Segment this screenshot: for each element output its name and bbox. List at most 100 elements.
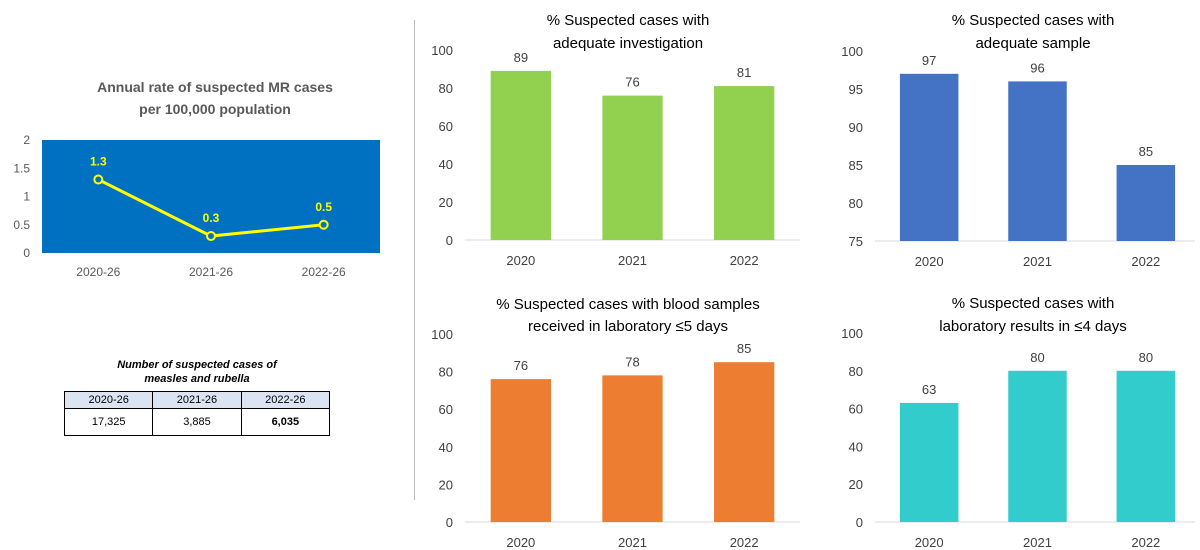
y-tick-label: 90	[849, 120, 863, 135]
y-tick-label: 1	[23, 190, 30, 204]
y-tick-label: 85	[849, 158, 863, 173]
chart-title: % Suspected cases with blood samples	[496, 296, 759, 313]
y-tick-label: 0	[856, 515, 863, 530]
x-tick-label: 2021	[618, 253, 647, 268]
bar	[899, 402, 959, 522]
x-tick-label: 2022	[730, 253, 759, 268]
data-point	[318, 219, 329, 230]
y-tick-label: 60	[439, 402, 453, 417]
data-label: 85	[737, 341, 751, 356]
y-tick-label: 1.5	[13, 161, 30, 175]
data-label: 97	[922, 53, 936, 68]
rate-line-chart: Annual rate of suspected MR cases per 100…	[13, 79, 380, 279]
suspected-cases-table: 2020-26 2021-26 2022-26 17,325 3,885 6,0…	[63, 391, 331, 436]
y-tick-label: 100	[841, 326, 863, 341]
table-row: 17,325 3,885 6,035	[63, 408, 331, 436]
y-tick-label: 80	[439, 81, 453, 96]
bar	[714, 362, 775, 522]
y-tick-label: 20	[439, 477, 453, 492]
table-header-cell: 2020-26	[63, 391, 154, 409]
table-header-row: 2020-26 2021-26 2022-26	[63, 391, 331, 409]
x-tick-label: 2020-26	[76, 265, 120, 279]
x-tick-label: 2021	[618, 535, 647, 550]
adequate-sample-bar-chart: % Suspected cases with adequate sample 75 8…	[841, 12, 1195, 269]
table-cell: 17,325	[63, 408, 154, 436]
bar	[602, 375, 663, 522]
suspected-cases-table-block: Number of suspected cases of measles and…	[62, 358, 332, 436]
table-cell: 6,035	[240, 408, 331, 436]
y-tick-label: 100	[431, 327, 453, 342]
x-tick-label: 2021-26	[189, 265, 233, 279]
x-tick-label: 2022	[1131, 254, 1160, 269]
x-tick-label: 2022	[1131, 535, 1160, 550]
data-label: 0.3	[203, 211, 220, 225]
bar	[1008, 370, 1067, 522]
y-tick-label: 0	[446, 515, 453, 530]
y-tick-label: 80	[849, 196, 863, 211]
bar	[490, 379, 551, 522]
x-tick-label: 2021	[1023, 535, 1052, 550]
table-header-cell: 2021-26	[152, 391, 242, 409]
adequate-investigation-bar-chart: % Suspected cases with adequate investiga…	[431, 12, 800, 268]
data-label: 80	[1030, 350, 1044, 365]
bar	[602, 95, 663, 240]
y-tick-label: 75	[849, 234, 863, 249]
x-tick-label: 2022	[730, 535, 759, 550]
y-tick-label: 0	[23, 246, 30, 260]
y-tick-label: 95	[849, 82, 863, 97]
bar	[1116, 165, 1176, 241]
data-label: 63	[922, 382, 936, 397]
lab-results-bar-chart: % Suspected cases with laboratory results…	[841, 295, 1195, 550]
table-cell: 3,885	[152, 408, 242, 436]
chart-title: per 100,000 population	[139, 101, 291, 117]
y-tick-label: 100	[841, 44, 863, 59]
x-tick-label: 2022-26	[302, 265, 346, 279]
y-tick-label: 60	[439, 119, 453, 134]
bar	[899, 73, 959, 241]
bar	[1008, 81, 1067, 242]
data-label: 96	[1030, 60, 1044, 75]
x-tick-label: 2020	[915, 254, 944, 269]
y-tick-label: 2	[23, 133, 30, 147]
x-tick-label: 2020	[506, 253, 535, 268]
bar	[1116, 370, 1176, 522]
chart-title: Annual rate of suspected MR cases	[97, 79, 333, 95]
bar	[714, 86, 775, 240]
y-tick-label: 40	[439, 440, 453, 455]
data-label: 1.3	[90, 155, 107, 169]
y-tick-label: 80	[439, 365, 453, 380]
data-label: 76	[514, 358, 528, 373]
table-title-line-1: Number of suspected cases of	[117, 359, 277, 371]
x-tick-label: 2021	[1023, 254, 1052, 269]
chart-title: laboratory results in ≤4 days	[939, 318, 1127, 335]
x-tick-label: 2020	[915, 535, 944, 550]
chart-title: % Suspected cases with	[952, 295, 1115, 312]
data-label: 89	[514, 50, 528, 65]
data-label: 0.5	[315, 200, 332, 214]
table-header-cell: 2022-26	[240, 391, 331, 409]
x-tick-label: 2020	[506, 535, 535, 550]
data-point	[93, 174, 104, 185]
y-tick-label: 0	[446, 233, 453, 248]
y-tick-label: 60	[849, 402, 863, 417]
chart-title: % Suspected cases with	[547, 12, 710, 29]
y-tick-label: 0.5	[13, 218, 30, 232]
data-point	[206, 231, 216, 242]
chart-title: % Suspected cases with	[952, 12, 1115, 29]
y-tick-label: 80	[849, 364, 863, 379]
data-label: 85	[1139, 144, 1153, 159]
blood-samples-bar-chart: % Suspected cases with blood samples rece…	[431, 296, 800, 550]
y-tick-label: 100	[431, 43, 453, 58]
y-tick-label: 20	[439, 195, 453, 210]
y-tick-label: 40	[439, 157, 453, 172]
y-tick-label: 40	[849, 439, 863, 454]
data-label: 76	[625, 75, 639, 90]
bar	[490, 70, 551, 241]
table-title: Number of suspected cases of measles and…	[62, 358, 332, 386]
panel-divider	[414, 20, 415, 500]
data-label: 80	[1139, 350, 1153, 365]
table-title-line-2: measles and rubella	[144, 373, 250, 385]
data-label: 78	[625, 354, 639, 369]
data-label: 81	[737, 65, 751, 80]
chart-title: adequate sample	[975, 35, 1090, 52]
